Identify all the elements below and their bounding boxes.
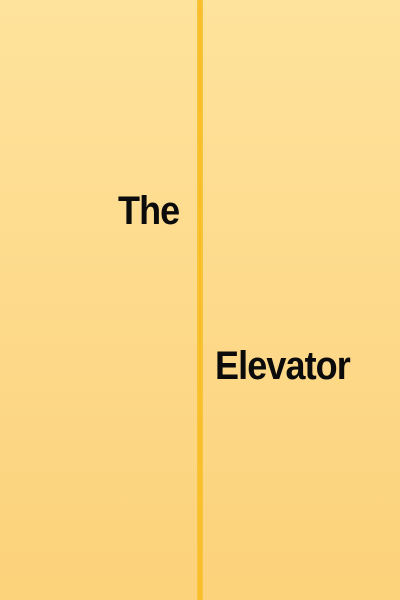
right-elevator-door — [202, 0, 400, 600]
left-elevator-door — [0, 0, 198, 600]
title-word-elevator: Elevator — [215, 344, 351, 388]
title-word-the: The — [118, 189, 180, 233]
door-seam — [197, 0, 203, 600]
